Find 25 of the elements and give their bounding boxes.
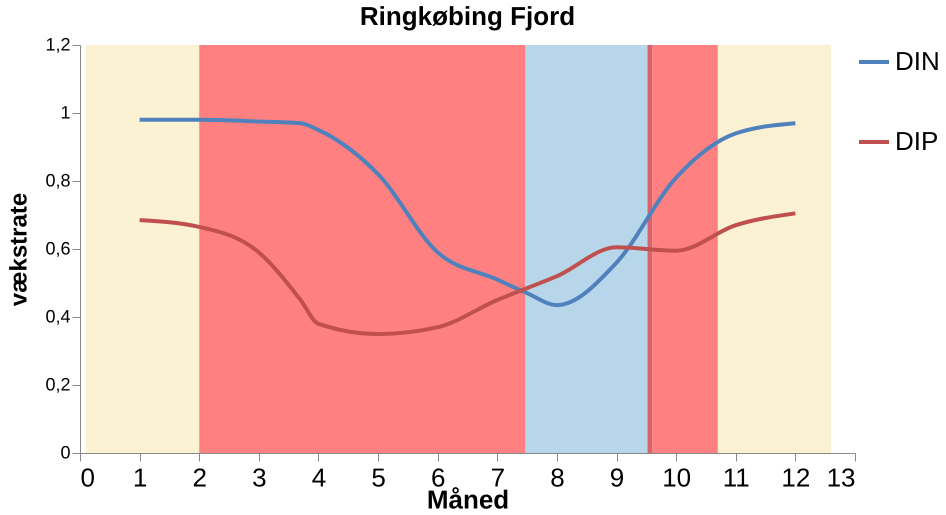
y-tick-label: 0,6 bbox=[45, 238, 70, 258]
x-tick-label: 0 bbox=[80, 462, 95, 492]
y-tick-label: 0,4 bbox=[45, 306, 70, 326]
y-tick-label: 1,2 bbox=[45, 34, 70, 54]
legend-label: DIN bbox=[895, 46, 940, 76]
x-tick-label: 10 bbox=[662, 462, 692, 492]
x-tick-label: 11 bbox=[722, 462, 750, 492]
x-tick-label: 4 bbox=[312, 462, 326, 492]
x-tick-label: 3 bbox=[252, 462, 267, 492]
line-series bbox=[138, 118, 798, 308]
x-tick-label: 12 bbox=[781, 462, 810, 492]
y-tick-label: 1 bbox=[60, 102, 70, 122]
x-tick-label: 5 bbox=[371, 462, 386, 492]
x-tick-label: 2 bbox=[192, 462, 207, 492]
y-axis-title: vækstrate bbox=[5, 192, 32, 306]
legend-label: DIP bbox=[895, 126, 938, 156]
y-tick-label: 0,2 bbox=[45, 374, 70, 394]
x-tick-label: 8 bbox=[550, 462, 565, 492]
line-series bbox=[138, 211, 798, 336]
y-tick-label: 0 bbox=[60, 442, 70, 462]
x-tick-label: 1 bbox=[132, 462, 148, 492]
x-tick-label: 13 bbox=[826, 462, 856, 492]
chart-title: Ringkøbing Fjord bbox=[360, 1, 576, 31]
x-tick-label: 9 bbox=[610, 462, 624, 492]
y-tick-label: 0,8 bbox=[45, 170, 70, 190]
